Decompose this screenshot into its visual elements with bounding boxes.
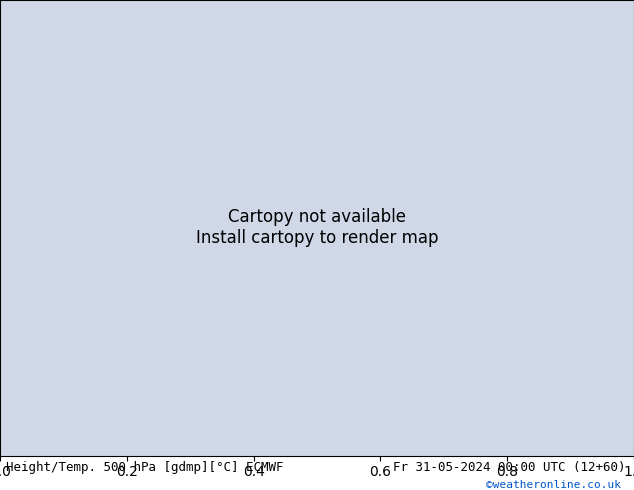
Text: Height/Temp. 500 hPa [gdmp][°C] ECMWF: Height/Temp. 500 hPa [gdmp][°C] ECMWF bbox=[6, 461, 284, 474]
Text: Fr 31-05-2024 00:00 UTC (12+60): Fr 31-05-2024 00:00 UTC (12+60) bbox=[393, 461, 626, 474]
Text: ©weatheronline.co.uk: ©weatheronline.co.uk bbox=[486, 480, 621, 490]
Text: Cartopy not available
Install cartopy to render map: Cartopy not available Install cartopy to… bbox=[196, 208, 438, 247]
